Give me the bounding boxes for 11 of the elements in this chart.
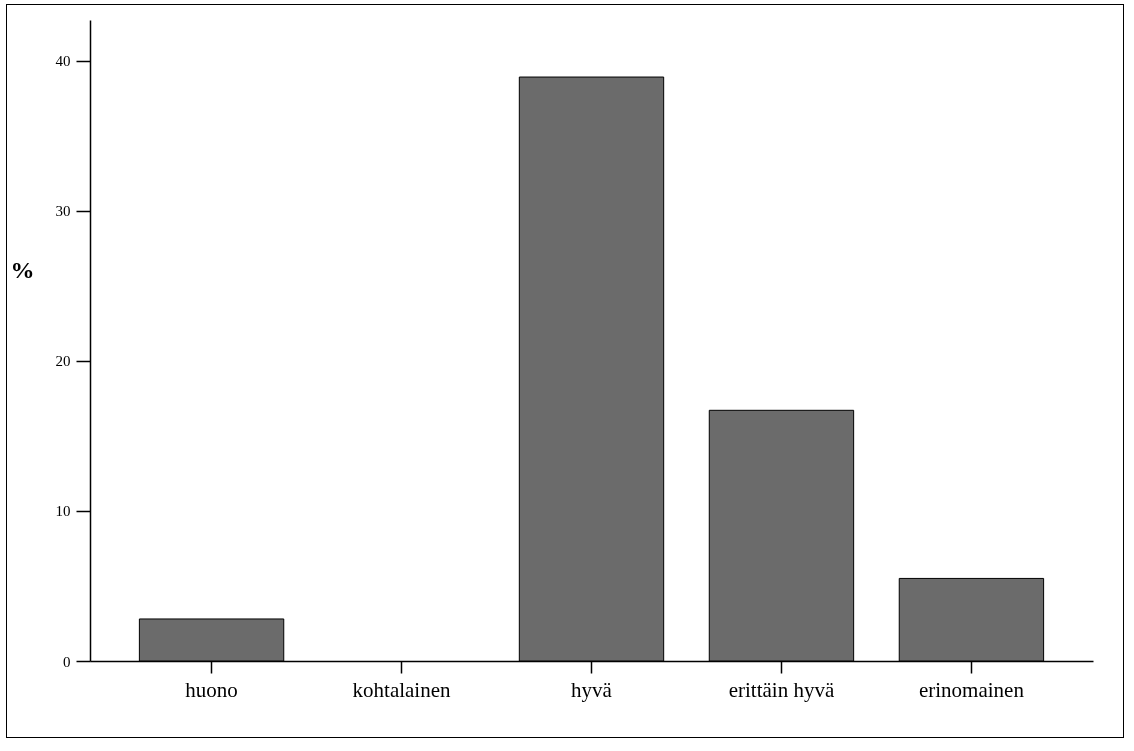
y-tick-label: 40 — [55, 53, 71, 70]
y-tick-label: 20 — [55, 353, 71, 370]
y-tick-label: 30 — [55, 203, 71, 220]
x-tick-label: erinomainen — [918, 677, 1025, 702]
x-tick-label: hyvä — [571, 677, 613, 702]
y-axis-title: % — [10, 256, 35, 283]
y-tick-label: 0 — [63, 653, 71, 670]
y-tick-label: 10 — [55, 503, 71, 520]
x-tick-label: kohtalainen — [352, 677, 452, 702]
x-tick-label: erittäin hyvä — [728, 677, 835, 702]
x-tick-label: huono — [185, 677, 238, 702]
